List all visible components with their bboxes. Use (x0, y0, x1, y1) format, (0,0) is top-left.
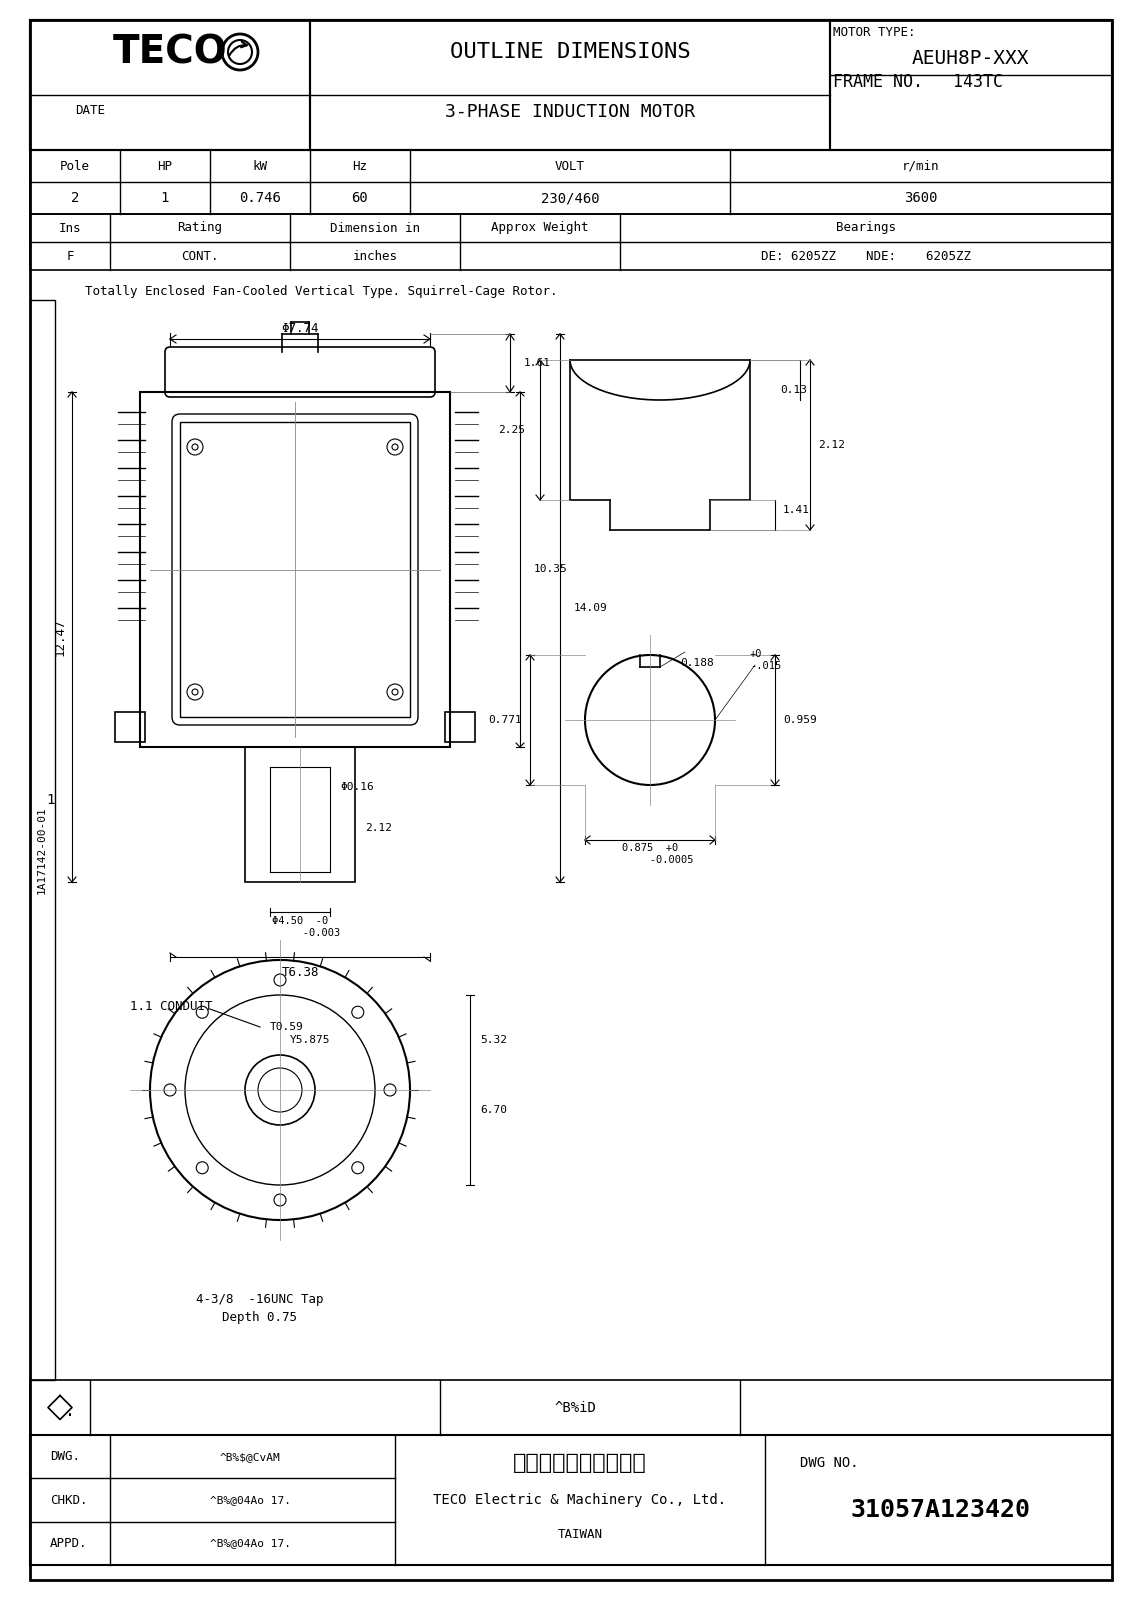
Bar (140, 392, 451, 747)
Text: 1.1 CONDUIT: 1.1 CONDUIT (130, 1000, 213, 1013)
Text: F: F (67, 250, 74, 262)
Bar (31, 214, 1112, 270)
Text: 14.09: 14.09 (574, 603, 608, 613)
Bar (310, 19, 830, 150)
Text: Rating: Rating (178, 221, 223, 235)
Text: +0
-.015: +0 -.015 (751, 650, 781, 670)
Bar (830, 19, 1112, 150)
Text: 0.746: 0.746 (239, 190, 281, 205)
Text: Τ6.38: Τ6.38 (281, 965, 319, 979)
Text: MOTOR TYPE:: MOTOR TYPE: (833, 26, 916, 38)
Text: 0.13: 0.13 (780, 386, 807, 395)
Text: ^B%$@CvAM: ^B%$@CvAM (220, 1451, 281, 1462)
Text: 2: 2 (71, 190, 79, 205)
Text: ^B%@04Ao 17.: ^B%@04Ao 17. (209, 1494, 291, 1506)
Text: 0.188: 0.188 (680, 658, 714, 669)
Text: DWG NO.: DWG NO. (800, 1456, 859, 1470)
Text: FRAME NO.   143TC: FRAME NO. 143TC (833, 74, 1003, 91)
Bar (31, 1435, 1112, 1565)
Text: 230/460: 230/460 (541, 190, 599, 205)
Text: 3600: 3600 (904, 190, 937, 205)
Text: Dimension in: Dimension in (331, 221, 420, 235)
Text: Υ5.875: Υ5.875 (290, 1035, 331, 1045)
Text: ^B%iD: ^B%iD (554, 1400, 595, 1414)
Text: CONT.: CONT. (181, 250, 218, 262)
Bar (31, 150, 1112, 214)
Text: Φ7.74: Φ7.74 (281, 323, 319, 336)
Text: 10.35: 10.35 (534, 565, 568, 574)
Text: Approx Weight: Approx Weight (491, 221, 589, 235)
Text: CHKD.: CHKD. (50, 1493, 87, 1507)
Text: Bearings: Bearings (837, 221, 897, 235)
Text: 4-3/8  -16UNC Tap: 4-3/8 -16UNC Tap (196, 1293, 324, 1307)
Text: ^B%@04Ao 17.: ^B%@04Ao 17. (209, 1538, 291, 1549)
Text: 31057A123420: 31057A123420 (850, 1498, 1030, 1522)
Text: Hz: Hz (352, 160, 368, 173)
Text: .: . (65, 1402, 75, 1419)
Text: 1: 1 (45, 794, 54, 806)
Text: AEUH8P-XXX: AEUH8P-XXX (911, 48, 1029, 67)
Text: TECO: TECO (112, 34, 228, 70)
Text: 1: 1 (161, 190, 169, 205)
Text: APPD.: APPD. (50, 1538, 87, 1550)
Text: HP: HP (157, 160, 172, 173)
Text: Totally Enclosed Fan-Cooled Vertical Type. Squirrel-Cage Rotor.: Totally Enclosed Fan-Cooled Vertical Typ… (85, 285, 557, 299)
Text: inches: inches (352, 250, 397, 262)
Text: 0.959: 0.959 (783, 715, 817, 725)
Bar (245, 747, 355, 882)
Text: 60: 60 (352, 190, 368, 205)
Text: OUTLINE DIMENSIONS: OUTLINE DIMENSIONS (449, 42, 691, 62)
Text: 5.32: 5.32 (480, 1035, 507, 1045)
Text: 1.61: 1.61 (524, 358, 551, 368)
Bar (31, 301, 55, 1379)
Text: 東元電機股份有限公司: 東元電機股份有限公司 (513, 1453, 646, 1474)
Text: 12.47: 12.47 (54, 618, 67, 656)
Text: Φ0.16: Φ0.16 (340, 782, 374, 792)
Text: Φ4.50  -0
       -0.003: Φ4.50 -0 -0.003 (259, 917, 341, 938)
Text: 0.875  +0
       -0.0005: 0.875 +0 -0.0005 (607, 843, 694, 864)
Bar (180, 422, 410, 717)
Text: DE: 6205ZZ    NDE:    6205ZZ: DE: 6205ZZ NDE: 6205ZZ (761, 250, 971, 262)
Bar (115, 712, 145, 742)
Bar (31, 19, 1112, 150)
Text: 1.41: 1.41 (783, 506, 811, 515)
Text: VOLT: VOLT (555, 160, 585, 173)
Text: Depth 0.75: Depth 0.75 (223, 1312, 298, 1325)
Text: Pole: Pole (60, 160, 91, 173)
Text: TAIWAN: TAIWAN (557, 1528, 602, 1541)
Bar (31, 1379, 1112, 1435)
Text: 2.12: 2.12 (818, 440, 844, 450)
Text: DWG.: DWG. (50, 1450, 80, 1462)
Text: 6.70: 6.70 (480, 1106, 507, 1115)
Text: Ins: Ins (59, 221, 82, 235)
Text: Τ0.59: Τ0.59 (271, 1022, 303, 1032)
Text: DATE: DATE (75, 104, 105, 117)
Bar (31, 19, 310, 150)
Bar (445, 712, 475, 742)
Text: kW: kW (252, 160, 267, 173)
Text: r/min: r/min (902, 160, 940, 173)
Text: 0.771: 0.771 (488, 715, 522, 725)
Text: TECO Electric & Machinery Co., Ltd.: TECO Electric & Machinery Co., Ltd. (434, 1493, 727, 1507)
Text: 2.12: 2.12 (365, 822, 392, 834)
Text: 2.25: 2.25 (498, 426, 525, 435)
Text: 3-PHASE INDUCTION MOTOR: 3-PHASE INDUCTION MOTOR (445, 102, 695, 122)
Text: 1A17142-00-01: 1A17142-00-01 (37, 806, 48, 894)
